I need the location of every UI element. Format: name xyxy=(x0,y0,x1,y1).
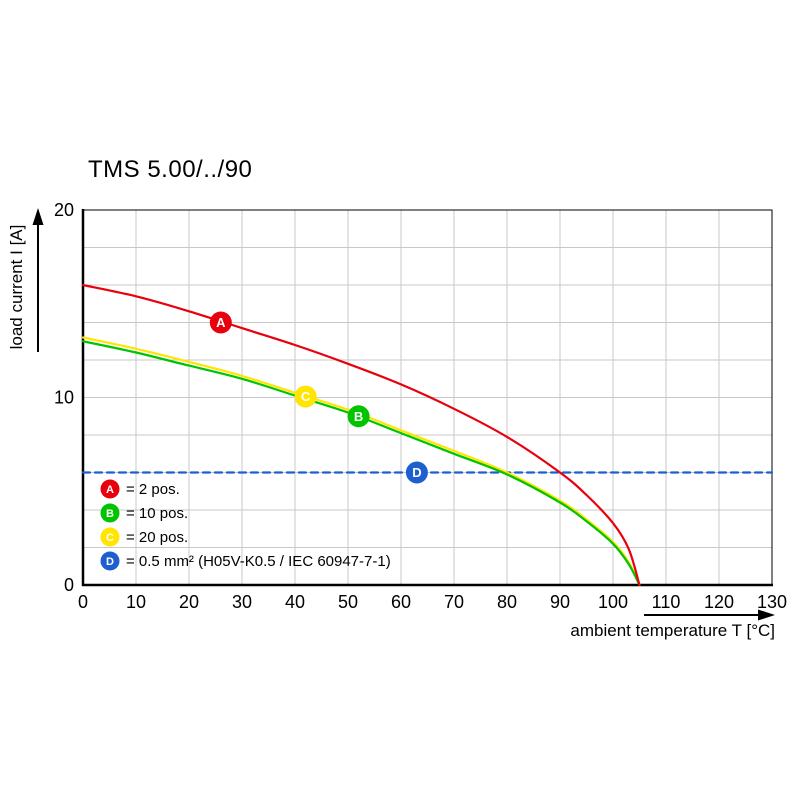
curves-group xyxy=(81,283,774,587)
y-axis-label: load current I [A] xyxy=(7,224,26,350)
curve-marker-C xyxy=(294,385,317,408)
x-tick-label: 20 xyxy=(179,592,199,612)
legend-marker-letter: A xyxy=(106,484,114,496)
x-tick-label: 80 xyxy=(497,592,517,612)
curve-marker-D xyxy=(405,461,428,484)
legend-item-label: = 20 pos. xyxy=(126,529,188,546)
curve-B xyxy=(81,340,641,587)
legend-item-label: = 2 pos. xyxy=(126,481,180,498)
x-tick-label: 130 xyxy=(757,592,787,612)
legend-marker-letter: B xyxy=(106,508,114,520)
curve-marker-letter: C xyxy=(301,389,311,404)
legend-group: A = 2 pos. B = 10 pos. C = 20 pos. D = 0.5 mm² … xyxy=(100,479,391,571)
x-tick-label: 60 xyxy=(391,592,411,612)
x-tick-label: 10 xyxy=(126,592,146,612)
legend-marker-letter: D xyxy=(106,556,114,568)
x-tick-label: 30 xyxy=(232,592,252,612)
curve-C xyxy=(81,336,641,587)
axis-arrows-group xyxy=(32,208,775,621)
x-tick-label: 0 xyxy=(78,592,88,612)
grid-group xyxy=(83,210,772,585)
legend-marker-D xyxy=(100,551,120,571)
curve-marker-letter: A xyxy=(216,315,226,330)
y-axis-arrow-head xyxy=(32,208,44,225)
x-tick-label: 90 xyxy=(550,592,570,612)
x-axis-label: ambient temperature T [°C] xyxy=(570,621,775,640)
tick-labels-group: 0 10 20 30 40 50 60 70 80 90 100 110 120 130 0 10 20 xyxy=(54,200,787,612)
y-tick-label: 20 xyxy=(54,200,74,220)
legend-item-label: = 10 pos. xyxy=(126,505,188,522)
y-tick-label: 0 xyxy=(64,575,74,595)
curve-marker-letter: D xyxy=(412,465,421,480)
curve-marker-A xyxy=(209,311,232,334)
x-tick-label: 50 xyxy=(338,592,358,612)
x-axis-arrow-head xyxy=(758,609,775,621)
legend-marker-B xyxy=(100,503,120,523)
x-tick-label: 40 xyxy=(285,592,305,612)
legend-marker-A xyxy=(100,479,120,499)
curve-A xyxy=(81,283,641,587)
x-tick-label: 70 xyxy=(444,592,464,612)
legend-item-label: = 0.5 mm² (H05V-K0.5 / IEC 60947-7-1) xyxy=(126,553,391,570)
markers-group: D C B A xyxy=(209,311,428,484)
x-tick-label: 110 xyxy=(652,592,681,612)
legend-marker-letter: C xyxy=(106,532,114,544)
x-tick-label: 120 xyxy=(704,592,734,612)
legend-marker-C xyxy=(100,527,120,547)
chart-title: TMS 5.00/../90 xyxy=(88,156,253,183)
curve-marker-letter: B xyxy=(354,409,363,424)
curve-marker-B xyxy=(347,405,370,428)
axes-group xyxy=(81,209,773,587)
y-tick-label: 10 xyxy=(54,388,74,408)
x-tick-label: 100 xyxy=(598,592,628,612)
